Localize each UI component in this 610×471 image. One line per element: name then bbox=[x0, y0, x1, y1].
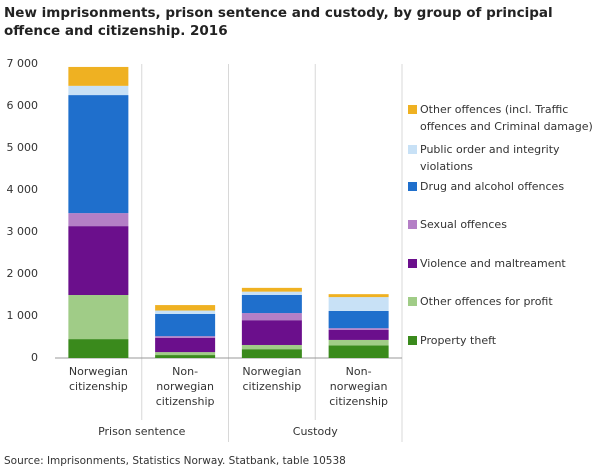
legend-item: Violence and maltreament bbox=[408, 255, 608, 272]
bar-segment bbox=[328, 297, 389, 311]
bar-segment bbox=[328, 328, 389, 330]
legend-item: Other offences for profit bbox=[408, 293, 608, 310]
bar-segment bbox=[68, 339, 129, 358]
legend-label: Other offences (incl. Traffic offences a… bbox=[420, 103, 593, 133]
bar-segment bbox=[328, 310, 389, 329]
legend-swatch bbox=[408, 182, 417, 191]
source-note: Source: Imprisonments, Statistics Norway… bbox=[4, 455, 346, 467]
x-tick-label: norwegian bbox=[330, 380, 388, 393]
bar-segment bbox=[241, 287, 302, 292]
group-label: Prison sentence bbox=[98, 425, 186, 438]
legend-swatch bbox=[408, 220, 417, 229]
x-tick-label: norwegian bbox=[156, 380, 214, 393]
legend-label: Drug and alcohol offences bbox=[420, 180, 565, 193]
legend-label: Property theft bbox=[420, 334, 497, 347]
x-tick-label: citizenship bbox=[329, 395, 388, 408]
legend-swatch bbox=[408, 336, 417, 345]
bar-segment bbox=[328, 294, 389, 298]
bar-segment bbox=[328, 329, 389, 340]
legend-item: Drug and alcohol offences bbox=[408, 178, 608, 195]
x-tick-label: Non- bbox=[172, 365, 198, 378]
bar-segment bbox=[155, 305, 216, 311]
y-tick-label: 1 000 bbox=[7, 309, 39, 322]
bar-segment bbox=[68, 95, 129, 214]
bar-segment bbox=[155, 336, 216, 338]
legend-item: Sexual offences bbox=[408, 216, 608, 233]
legend-label: Public order and integrity violations bbox=[420, 143, 560, 173]
bar-segment bbox=[241, 320, 302, 345]
bar-segment bbox=[155, 337, 216, 353]
bar-segment bbox=[241, 313, 302, 321]
x-tick-label: Non- bbox=[346, 365, 372, 378]
bar-segment bbox=[155, 355, 216, 358]
y-tick-label: 2 000 bbox=[7, 267, 39, 280]
y-tick-label: 0 bbox=[31, 351, 38, 364]
bar-segment bbox=[241, 344, 302, 350]
group-label: Custody bbox=[293, 425, 338, 438]
bar-segment bbox=[328, 345, 389, 358]
x-tick-label: citizenship bbox=[69, 380, 128, 393]
bar-segment bbox=[155, 310, 216, 314]
bar-segment bbox=[68, 226, 129, 295]
y-tick-label: 7 000 bbox=[7, 57, 39, 70]
bar-segment bbox=[241, 291, 302, 295]
x-tick-label: citizenship bbox=[243, 380, 302, 393]
bar-segment bbox=[155, 313, 216, 337]
y-tick-label: 3 000 bbox=[7, 225, 39, 238]
legend-item: Other offences (incl. Traffic offences a… bbox=[408, 101, 608, 135]
bar-segment bbox=[328, 339, 389, 346]
legend-swatch bbox=[408, 297, 417, 306]
legend-item: Property theft bbox=[408, 332, 608, 349]
bar-segment bbox=[241, 295, 302, 314]
bar-segment bbox=[68, 66, 129, 86]
legend-item: Public order and integrity violations bbox=[408, 141, 608, 175]
bar-segment bbox=[241, 349, 302, 358]
legend-label: Sexual offences bbox=[420, 218, 507, 231]
legend-swatch bbox=[408, 105, 417, 114]
bar-segment bbox=[155, 352, 216, 356]
chart-title: New imprisonments, prison sentence and c… bbox=[4, 5, 553, 39]
x-tick-label: Norwegian bbox=[242, 365, 301, 378]
y-tick-label: 4 000 bbox=[7, 183, 39, 196]
y-tick-label: 6 000 bbox=[7, 99, 39, 112]
bar-segment bbox=[68, 295, 129, 340]
legend-swatch bbox=[408, 145, 417, 154]
legend-swatch bbox=[408, 259, 417, 268]
bar-segment bbox=[68, 85, 129, 96]
legend-label: Other offences for profit bbox=[420, 295, 553, 308]
legend-label: Violence and maltreament bbox=[420, 257, 566, 270]
y-tick-label: 5 000 bbox=[7, 141, 39, 154]
bar-segment bbox=[68, 213, 129, 227]
x-tick-label: citizenship bbox=[156, 395, 215, 408]
x-tick-label: Norwegian bbox=[69, 365, 128, 378]
